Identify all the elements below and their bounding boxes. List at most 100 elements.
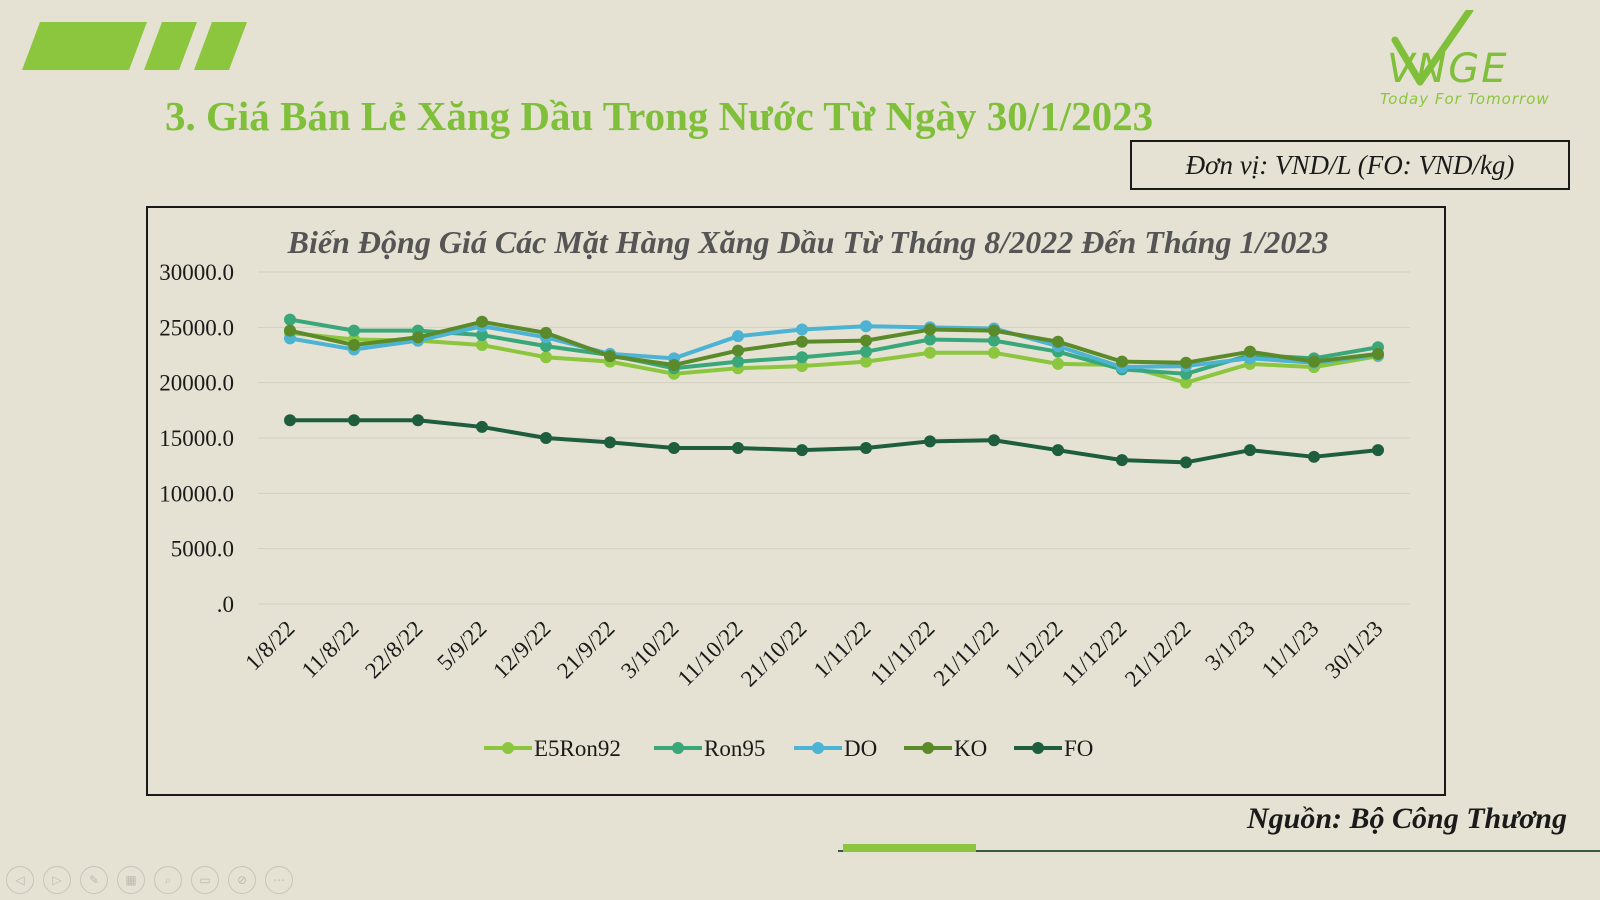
line-chart: Biến Động Giá Các Mặt Hàng Xăng Dầu Từ T…	[159, 224, 1410, 761]
unit-label: Đơn vị: VND/L (FO: VND/kg)	[1130, 140, 1570, 190]
legend-label-ron95: Ron95	[704, 736, 765, 761]
source-note: Nguồn: Bộ Công Thương	[1247, 802, 1567, 835]
y-tick-label: 25000.0	[159, 315, 234, 340]
data-point-ron95	[732, 355, 744, 368]
data-point-ko	[732, 344, 744, 357]
data-point-ron95	[348, 324, 360, 337]
legend-marker-e5ron92	[502, 742, 514, 754]
data-point-fo	[348, 414, 360, 427]
legend-marker-do	[812, 742, 824, 754]
data-point-ko	[476, 315, 488, 328]
data-point-ko	[988, 324, 1000, 337]
data-point-fo	[1372, 444, 1384, 457]
data-point-ron95	[860, 345, 872, 358]
x-tick-label: 11/11/22	[865, 616, 939, 690]
data-point-ron95	[924, 333, 936, 346]
legend-marker-ron95	[672, 742, 684, 754]
data-point-e5ron92	[924, 346, 936, 359]
x-tick-label: 22/8/22	[360, 616, 427, 683]
x-tick-label: 21/9/22	[552, 616, 619, 683]
chart-frame: Biến Động Giá Các Mặt Hàng Xăng Dầu Từ T…	[146, 206, 1446, 796]
data-point-ko	[1244, 345, 1256, 358]
series-line-do	[289, 324, 1379, 370]
subtitle-icon[interactable]: ▭	[191, 866, 219, 894]
data-point-ko	[924, 323, 936, 336]
legend-label-do: DO	[844, 736, 877, 761]
x-tick-label: 5/9/22	[432, 616, 491, 675]
zoom-icon[interactable]: ⌕	[154, 866, 182, 894]
series-line-ko	[289, 319, 1379, 367]
data-point-ko	[1116, 355, 1128, 368]
data-point-ron95	[476, 329, 488, 342]
legend-marker-ko	[922, 742, 934, 754]
data-point-fo	[476, 420, 488, 433]
x-tick-label: 11/8/22	[297, 616, 364, 683]
series-line-ron95	[289, 317, 1379, 376]
data-point-fo	[604, 436, 616, 449]
data-point-ron95	[796, 351, 808, 364]
data-point-fo	[988, 434, 1000, 447]
more-icon[interactable]: ⋯	[265, 866, 293, 894]
logo-tagline: Today For Tomorrow	[1380, 90, 1550, 108]
y-tick-label: 20000.0	[159, 371, 234, 396]
legend-marker-fo	[1032, 742, 1044, 754]
data-point-e5ron92	[1052, 357, 1064, 370]
data-point-e5ron92	[988, 346, 1000, 359]
data-point-ko	[860, 334, 872, 347]
data-point-fo	[860, 441, 872, 454]
data-point-fo	[284, 414, 296, 427]
data-point-ko	[668, 358, 680, 371]
data-point-ko	[1052, 335, 1064, 348]
data-point-fo	[1308, 450, 1320, 463]
footer-accent-bar	[843, 844, 976, 852]
data-point-ko	[1372, 347, 1384, 360]
legend-label-ko: KO	[954, 736, 987, 761]
x-tick-label: 11/10/22	[673, 616, 748, 691]
x-tick-label: 30/1/23	[1320, 616, 1387, 683]
data-point-fo	[668, 441, 680, 454]
data-point-ron95	[988, 334, 1000, 347]
slideshow-toolbar: ◁ ▷ ✎ ▦ ⌕ ▭ ⊘ ⋯	[6, 866, 293, 894]
data-point-e5ron92	[1180, 376, 1192, 389]
data-point-e5ron92	[860, 355, 872, 368]
y-tick-label: 5000.0	[171, 537, 234, 562]
next-icon[interactable]: ▷	[43, 866, 71, 894]
prev-icon[interactable]: ◁	[6, 866, 34, 894]
decorative-stripes	[22, 22, 247, 70]
x-tick-label: 12/9/22	[488, 616, 555, 683]
data-point-fo	[540, 432, 552, 444]
page-title: 3. Giá Bán Lẻ Xăng Dầu Trong Nước Từ Ngà…	[165, 93, 1154, 139]
chart-title: Biến Động Giá Các Mặt Hàng Xăng Dầu Từ T…	[287, 224, 1329, 260]
vnge-logo: VNGE	[1387, 10, 1507, 92]
data-point-ron95	[284, 313, 296, 326]
x-tick-label: 21/11/22	[929, 616, 1004, 691]
data-point-fo	[796, 444, 808, 457]
data-point-e5ron92	[540, 351, 552, 364]
data-point-ko	[796, 335, 808, 348]
y-tick-label: 15000.0	[159, 426, 234, 451]
series-line-fo	[290, 418, 1379, 465]
data-point-e5ron92	[796, 360, 808, 373]
y-tick-label: .0	[217, 592, 234, 617]
series-line-e5ron92	[289, 330, 1379, 385]
data-point-fo	[1052, 444, 1064, 457]
data-point-fo	[1116, 454, 1128, 467]
data-point-fo	[412, 414, 424, 427]
x-tick-label: 21/10/22	[736, 616, 812, 692]
data-point-do	[732, 330, 744, 343]
data-point-ron95	[540, 340, 552, 353]
data-point-fo	[732, 441, 744, 454]
x-tick-label: 3/1/23	[1200, 616, 1259, 675]
y-tick-label: 30000.0	[159, 260, 234, 285]
data-point-fo	[924, 435, 936, 448]
pen-icon[interactable]: ✎	[80, 866, 108, 894]
camera-off-icon[interactable]: ⊘	[228, 866, 256, 894]
data-point-ko	[284, 324, 296, 337]
x-tick-label: 1/8/22	[240, 616, 299, 675]
data-point-e5ron92	[476, 339, 488, 352]
data-point-ko	[412, 331, 424, 344]
slides-icon[interactable]: ▦	[117, 866, 145, 894]
data-point-ko	[540, 326, 552, 339]
x-tick-label: 11/1/23	[1257, 616, 1324, 683]
data-point-ko	[604, 350, 616, 363]
